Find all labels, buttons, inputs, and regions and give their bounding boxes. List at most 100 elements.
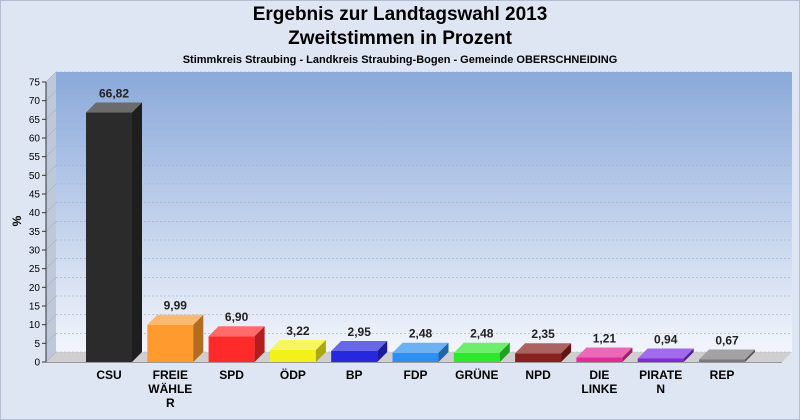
bar: [147, 324, 194, 362]
y-tick-label: 15: [29, 302, 41, 313]
bar: [515, 353, 562, 362]
gridline-side: [45, 71, 57, 83]
y-tick-label: 50: [29, 171, 41, 182]
x-tick-label: LINKE: [581, 382, 617, 396]
bar-group: [269, 339, 326, 362]
bar-group: [392, 342, 449, 362]
chart-subtitle: Zweitstimmen in Prozent: [288, 28, 512, 49]
gridline-side: [45, 146, 57, 157]
plot-side-wall: [46, 72, 56, 362]
x-tick-label: R: [166, 396, 175, 410]
x-tick-label: PIRATE: [639, 368, 682, 382]
bar: [208, 336, 255, 362]
y-tick-label: 5: [34, 339, 40, 350]
x-tick-label: ÖDP: [280, 367, 306, 382]
bar-top: [86, 102, 142, 113]
data-label: 0,94: [654, 332, 678, 346]
data-label: 9,99: [164, 299, 188, 313]
bar: [331, 350, 378, 362]
gridline-side: [45, 239, 57, 251]
bar-top: [208, 326, 265, 337]
y-axis-label: %: [10, 215, 24, 226]
gridline-side: [45, 258, 57, 269]
gridline-side: [45, 277, 57, 288]
bar-top: [147, 314, 204, 325]
bar: [637, 358, 684, 362]
gridline-side: [45, 351, 57, 363]
y-tick-label: 25: [29, 264, 41, 275]
data-label: 6,90: [225, 310, 249, 324]
bar-top: [637, 348, 694, 359]
x-tick-label: NPD: [525, 368, 551, 382]
y-tick-label: 60: [29, 134, 41, 145]
bar-group: [515, 343, 572, 362]
bar-group: [699, 349, 755, 362]
bar-group: [576, 347, 633, 362]
plot-floor-edge: [46, 362, 782, 363]
bar: [269, 349, 316, 362]
bar-top: [515, 343, 572, 354]
y-tick-label: 75: [29, 78, 41, 89]
bar-top: [699, 349, 755, 360]
y-tick-label: 0: [34, 358, 40, 369]
bar-side: [132, 102, 142, 362]
x-tick-label: GRÜNE: [455, 367, 498, 382]
x-tick-label: N: [656, 382, 665, 396]
bar-top: [331, 340, 388, 351]
plot-back-wall: [56, 72, 792, 352]
bar: [86, 112, 132, 362]
gridline-side: [45, 90, 57, 101]
gridline-side: [45, 109, 57, 120]
data-label: 2,48: [409, 327, 433, 341]
x-tick-label: DIE: [589, 368, 609, 382]
y-tick-label: 10: [29, 320, 41, 331]
chart-title: Ergebnis zur Landtagswahl 2013: [252, 4, 548, 25]
bar: [699, 359, 745, 362]
bar-side: [745, 349, 755, 362]
bar-side: [499, 342, 510, 362]
y-tick-label: 45: [29, 190, 41, 201]
chart-context: Stimmkreis Straubing - Landkreis Straubi…: [182, 54, 618, 66]
bar-side: [315, 339, 326, 362]
bar-side: [254, 326, 265, 362]
bar: [576, 357, 623, 362]
bar-group: [86, 102, 142, 362]
bar-side: [683, 348, 694, 362]
y-tick-label: 65: [29, 115, 41, 126]
bar: [392, 352, 439, 362]
x-tick-label: WÄHLE: [148, 381, 192, 396]
x-tick-label: BP: [346, 368, 363, 382]
data-label: 2,35: [531, 327, 555, 341]
x-tick-label: REP: [710, 368, 735, 382]
bar: [453, 352, 500, 362]
bar-side: [622, 347, 633, 362]
bar-group: [637, 348, 694, 362]
bar-group: [453, 342, 510, 362]
bar-group: [208, 326, 265, 362]
y-tick-label: 55: [29, 152, 41, 163]
bar-top: [453, 342, 510, 353]
bar-side: [438, 342, 449, 362]
y-tick-label: 40: [29, 208, 41, 219]
x-tick-label: FREIE: [153, 368, 188, 382]
x-tick-label: CSU: [96, 368, 121, 382]
data-label: 2,48: [470, 327, 494, 341]
gridline-side: [45, 295, 57, 307]
bar-side: [561, 343, 572, 362]
bar-side: [193, 314, 204, 362]
bar-top: [392, 342, 449, 353]
y-tick-label: 35: [29, 227, 41, 238]
y-tick-label: 20: [29, 283, 41, 294]
gridline-side: [45, 202, 57, 213]
bar-group: [331, 340, 388, 362]
gridline-side: [45, 314, 57, 325]
x-tick-label: FDP: [404, 368, 428, 382]
bar-top: [269, 339, 326, 350]
data-label: 2,95: [348, 325, 372, 339]
data-label: 0,67: [715, 333, 739, 347]
bar-top: [576, 347, 633, 358]
x-tick-label: SPD: [219, 368, 244, 382]
data-label: 66,82: [99, 87, 129, 101]
data-label: 3,22: [286, 324, 310, 338]
